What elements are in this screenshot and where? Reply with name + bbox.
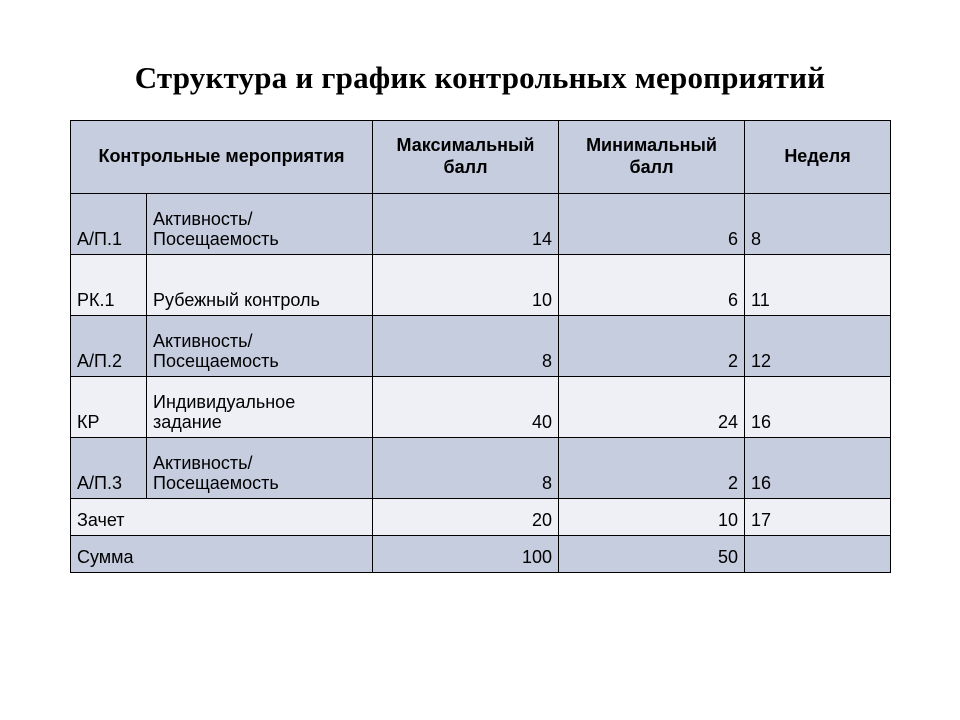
cell-name: Активность/ Посещаемость (147, 449, 372, 498)
cell-code: А/П.3 (71, 469, 146, 498)
cell-min: 6 (559, 286, 744, 315)
cell-min: 24 (559, 408, 744, 437)
page-title: Структура и график контрольных мероприят… (70, 60, 890, 96)
cell-max: 8 (373, 469, 558, 498)
table-row-total: Сумма 100 50 (71, 536, 891, 573)
cell-max: 8 (373, 347, 558, 376)
table-header-row: Контрольные мероприятия Максимальный бал… (71, 121, 891, 194)
col-min: Минимальный балл (559, 121, 745, 194)
cell-name: Рубежный контроль (147, 286, 372, 315)
cell-code: А/П.2 (71, 347, 146, 376)
cell-min: 2 (559, 347, 744, 376)
cell-code: РК.1 (71, 286, 146, 315)
cell-code: КР (71, 408, 146, 437)
col-week: Неделя (745, 121, 891, 194)
table-row: А/П.1 Активность/ Посещаемость 14 6 8 (71, 194, 891, 255)
col-max: Максимальный балл (373, 121, 559, 194)
cell-max: 40 (373, 408, 558, 437)
cell-exam-min: 10 (559, 506, 744, 535)
cell-name: Индивидуальное задание (147, 388, 372, 437)
table-row: А/П.3 Активность/ Посещаемость 8 2 16 (71, 438, 891, 499)
page: Структура и график контрольных мероприят… (0, 0, 960, 720)
cell-name: Активность/ Посещаемость (147, 205, 372, 254)
table-row: А/П.2 Активность/ Посещаемость 8 2 12 (71, 316, 891, 377)
cell-exam-label: Зачет (71, 506, 372, 535)
cell-exam-week: 17 (745, 506, 890, 535)
cell-week: 16 (745, 469, 890, 498)
cell-total-min: 50 (559, 543, 744, 572)
cell-total-label: Сумма (71, 543, 372, 572)
cell-total-week (745, 564, 890, 572)
schedule-table: Контрольные мероприятия Максимальный бал… (70, 120, 891, 573)
cell-week: 12 (745, 347, 890, 376)
cell-week: 11 (745, 286, 890, 315)
table-row: КР Индивидуальное задание 40 24 16 (71, 377, 891, 438)
cell-week: 16 (745, 408, 890, 437)
cell-week: 8 (745, 225, 890, 254)
col-activity: Контрольные мероприятия (71, 121, 373, 194)
cell-max: 14 (373, 225, 558, 254)
cell-code: А/П.1 (71, 225, 146, 254)
cell-max: 10 (373, 286, 558, 315)
cell-min: 6 (559, 225, 744, 254)
table-row-exam: Зачет 20 10 17 (71, 499, 891, 536)
cell-exam-max: 20 (373, 506, 558, 535)
cell-min: 2 (559, 469, 744, 498)
cell-name: Активность/ Посещаемость (147, 327, 372, 376)
cell-total-max: 100 (373, 543, 558, 572)
table-row: РК.1 Рубежный контроль 10 6 11 (71, 255, 891, 316)
